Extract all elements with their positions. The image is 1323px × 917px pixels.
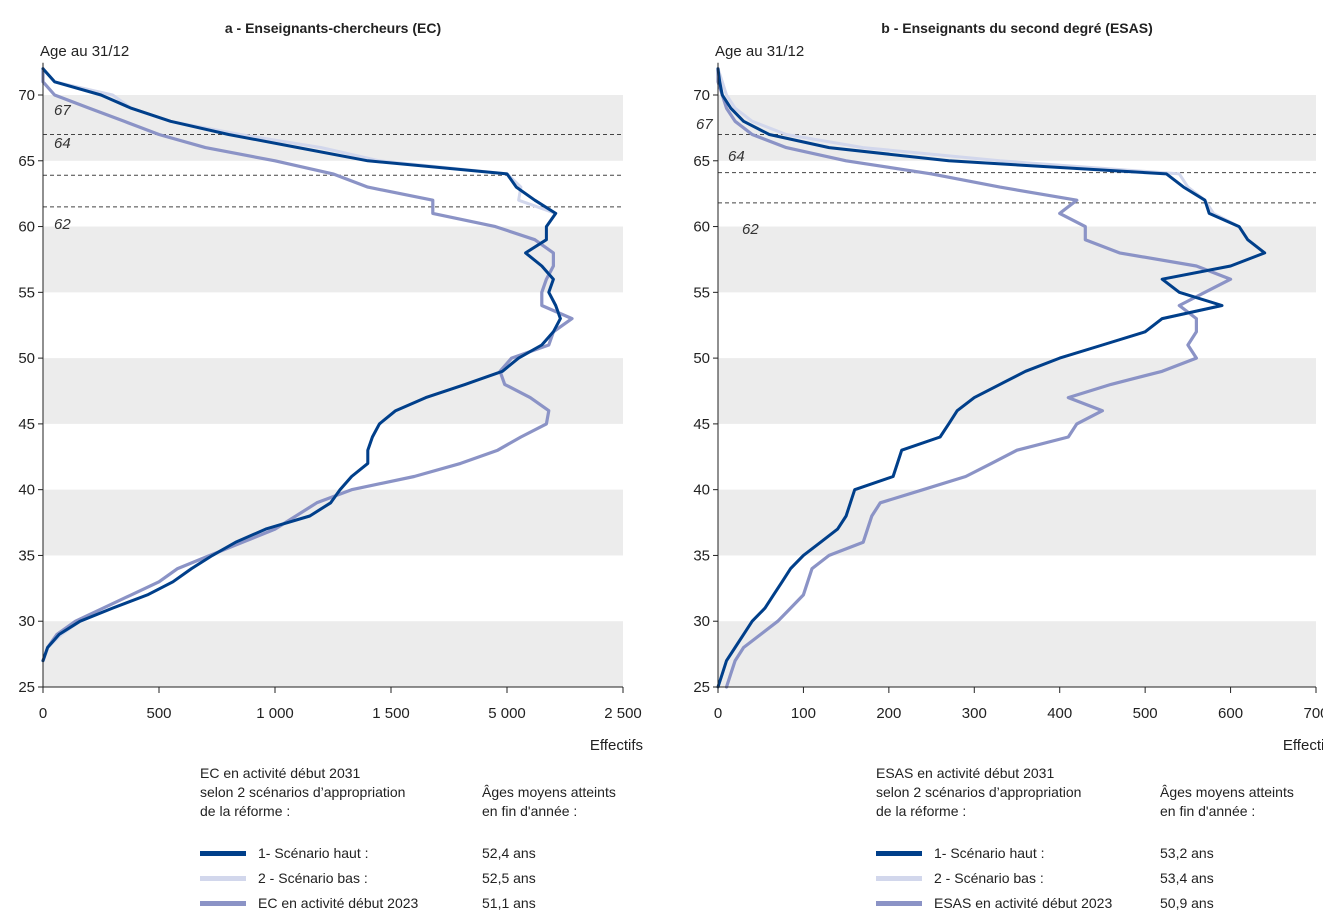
chart-a-y-axis-label: Age au 31/12 xyxy=(40,43,129,60)
legend-b-values-heading-line: Âges moyens atteints xyxy=(1160,784,1294,800)
chart-a-y-tick-label: 45 xyxy=(18,416,35,433)
legend-label: 1- Scénario haut : xyxy=(934,845,1045,861)
chart-a-x-axis-label: Effectifs xyxy=(590,737,643,754)
legend-b-values-heading: Âges moyens atteints en fin d'année : xyxy=(1160,783,1294,821)
chart-a-x-tick-label: 500 xyxy=(146,705,171,722)
chart-a-y-tick-label: 30 xyxy=(18,613,35,630)
legend-a-heading-line: selon 2 scénarios d’appropriation xyxy=(200,784,406,800)
chart-b-reference-label: 67 xyxy=(696,116,713,133)
legend-label: 1- Scénario haut : xyxy=(258,845,369,861)
chart-a-y-tick-label: 65 xyxy=(18,153,35,170)
chart-b-y-tick-label: 45 xyxy=(693,416,710,433)
chart-a-x-tick-label: 1 500 xyxy=(372,705,410,722)
legend-b-entry-high: 1- Scénario haut : xyxy=(876,844,1045,863)
legend-a-value-low: 52,5 ans xyxy=(482,870,536,886)
legend-b-heading-line: ESAS en activité début 2031 xyxy=(876,765,1055,781)
legend-swatch xyxy=(200,851,246,856)
chart-b-x-tick-label: 700 xyxy=(1303,705,1323,722)
legend-a-entry-2023: EC en activité début 2023 xyxy=(200,894,418,913)
chart-a-y-tick-label: 55 xyxy=(18,284,35,301)
chart-b-shaded-band xyxy=(718,358,1316,424)
chart-b-x-axis-label: Effectifs xyxy=(1283,737,1323,754)
legend-b-values-heading-line: en fin d'année : xyxy=(1160,803,1256,819)
chart-b-shaded-band xyxy=(718,489,1316,556)
chart-a-reference-label: 62 xyxy=(54,216,71,233)
chart-a-y-tick-label: 25 xyxy=(18,679,35,696)
legend-a-value-2023: 51,1 ans xyxy=(482,895,536,911)
chart-b-x-tick-label: 200 xyxy=(876,705,901,722)
legend-a-values-heading-line: Âges moyens atteints xyxy=(482,784,616,800)
chart-b-x-tick-label: 100 xyxy=(791,705,816,722)
chart-a-y-tick-label: 35 xyxy=(18,547,35,564)
legend-b-heading-line: selon 2 scénarios d’appropriation xyxy=(876,784,1082,800)
chart-b-y-tick-label: 60 xyxy=(693,219,710,236)
legend-b-value-high: 53,2 ans xyxy=(1160,845,1214,861)
legend-label: 2 - Scénario bas : xyxy=(934,870,1044,886)
legend-a: EC en activité début 2031 selon 2 scénar… xyxy=(200,764,640,914)
chart-b-x-tick-label: 300 xyxy=(962,705,987,722)
chart-a-title: a - Enseignants-chercheurs (EC) xyxy=(225,20,441,36)
chart-a-y-tick-label: 70 xyxy=(18,87,35,104)
legend-b-heading: ESAS en activité début 2031 selon 2 scén… xyxy=(876,764,1081,821)
legend-a-entry-low: 2 - Scénario bas : xyxy=(200,869,368,888)
legend-b-entry-low: 2 - Scénario bas : xyxy=(876,869,1044,888)
chart-a-reference-label: 67 xyxy=(54,102,71,119)
chart-b-shaded-band xyxy=(718,621,1316,687)
chart-b-title: b - Enseignants du second degré (ESAS) xyxy=(881,20,1152,36)
legend-a-heading-line: de la réforme : xyxy=(200,803,291,819)
legend-a-value-high: 52,4 ans xyxy=(482,845,536,861)
legend-swatch xyxy=(876,876,922,881)
chart-b-shaded-band xyxy=(718,95,1316,161)
chart-a-series-line xyxy=(41,67,574,663)
legend-swatch xyxy=(876,901,922,906)
chart-a-reference-label: 64 xyxy=(54,135,71,152)
chart-b-reference-label: 64 xyxy=(728,148,745,165)
chart-a-y-tick-label: 60 xyxy=(18,219,35,236)
legend-a-heading-line: EC en activité début 2031 xyxy=(200,765,361,781)
legend-label: EC en activité début 2023 xyxy=(258,895,419,911)
legend-label: ESAS en activité début 2023 xyxy=(934,895,1113,911)
chart-a-shaded-band xyxy=(43,621,623,687)
legend-swatch xyxy=(200,876,246,881)
chart-b-y-tick-label: 35 xyxy=(693,547,710,564)
chart-a-x-tick-label: 2 500 xyxy=(604,705,642,722)
chart-a-x-tick-label: 1 000 xyxy=(256,705,294,722)
chart-b-y-tick-label: 55 xyxy=(693,284,710,301)
chart-b-reference-label: 62 xyxy=(742,221,759,238)
chart-b-x-tick-label: 600 xyxy=(1218,705,1243,722)
chart-b-series-line xyxy=(716,67,1267,689)
chart-b-x-tick-label: 500 xyxy=(1133,705,1158,722)
chart-b-y-tick-label: 70 xyxy=(693,87,710,104)
chart-b-shaded-band xyxy=(718,226,1316,293)
chart-a-shaded-band xyxy=(43,358,623,424)
legend-a-values-heading-line: en fin d'année : xyxy=(482,803,578,819)
legend-b-value-low: 53,4 ans xyxy=(1160,870,1214,886)
chart-a-series-line xyxy=(41,67,562,663)
legend-b-value-2023: 50,9 ans xyxy=(1160,895,1214,911)
chart-b-x-tick-label: 0 xyxy=(714,705,722,722)
legend-b: ESAS en activité début 2031 selon 2 scén… xyxy=(876,764,1316,914)
chart-b-y-tick-label: 50 xyxy=(693,350,710,367)
legend-a-heading: EC en activité début 2031 selon 2 scénar… xyxy=(200,764,405,821)
chart-b-y-tick-label: 65 xyxy=(693,153,710,170)
legend-a-values-heading: Âges moyens atteints en fin d'année : xyxy=(482,783,616,821)
chart-a-x-tick-label: 5 000 xyxy=(488,705,526,722)
legend-b-heading-line: de la réforme : xyxy=(876,803,967,819)
chart-b-series-line xyxy=(716,67,1233,689)
chart-b-y-tick-label: 30 xyxy=(693,613,710,630)
chart-b-y-tick-label: 25 xyxy=(693,679,710,696)
chart-a-y-tick-label: 50 xyxy=(18,350,35,367)
legend-swatch xyxy=(200,901,246,906)
chart-a-y-tick-label: 40 xyxy=(18,482,35,499)
chart-b-y-tick-label: 40 xyxy=(693,482,710,499)
chart-a-x-tick-label: 0 xyxy=(39,705,47,722)
chart-b-x-tick-label: 400 xyxy=(1047,705,1072,722)
legend-a-entry-high: 1- Scénario haut : xyxy=(200,844,369,863)
chart-b-y-axis-label: Age au 31/12 xyxy=(715,43,804,60)
legend-b-entry-2023: ESAS en activité début 2023 xyxy=(876,894,1112,913)
legend-label: 2 - Scénario bas : xyxy=(258,870,368,886)
legend-swatch xyxy=(876,851,922,856)
